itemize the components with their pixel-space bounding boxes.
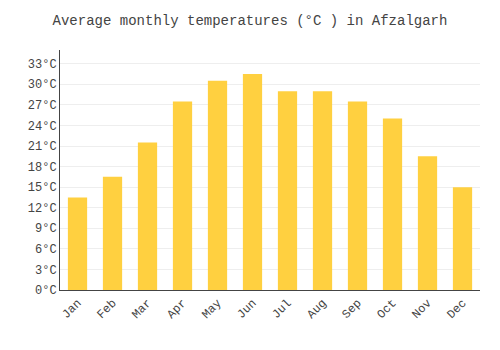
svg-text:33°C: 33°C — [28, 58, 57, 72]
svg-text:Dec: Dec — [444, 297, 469, 322]
svg-text:Sep: Sep — [339, 297, 364, 322]
svg-text:3°C: 3°C — [35, 264, 57, 278]
svg-text:0°C: 0°C — [35, 284, 57, 298]
svg-text:Apr: Apr — [164, 297, 189, 322]
svg-text:May: May — [199, 297, 224, 322]
svg-text:12°C: 12°C — [28, 202, 57, 216]
svg-text:Nov: Nov — [409, 297, 434, 322]
svg-text:21°C: 21°C — [28, 140, 57, 154]
svg-text:Average monthly temperatures (: Average monthly temperatures (°C ) in Af… — [53, 13, 448, 29]
svg-text:9°C: 9°C — [35, 222, 57, 236]
svg-text:27°C: 27°C — [28, 99, 57, 113]
svg-text:Jan: Jan — [59, 297, 84, 322]
svg-text:Mar: Mar — [129, 297, 154, 322]
svg-text:30°C: 30°C — [28, 78, 57, 92]
svg-text:15°C: 15°C — [28, 181, 57, 195]
svg-text:Aug: Aug — [304, 297, 329, 322]
svg-text:Jul: Jul — [269, 297, 294, 322]
svg-text:18°C: 18°C — [28, 161, 57, 175]
svg-text:Oct: Oct — [374, 297, 399, 322]
svg-text:6°C: 6°C — [35, 243, 57, 257]
svg-text:Jun: Jun — [234, 297, 259, 322]
svg-text:Feb: Feb — [94, 297, 119, 322]
svg-text:24°C: 24°C — [28, 120, 57, 134]
